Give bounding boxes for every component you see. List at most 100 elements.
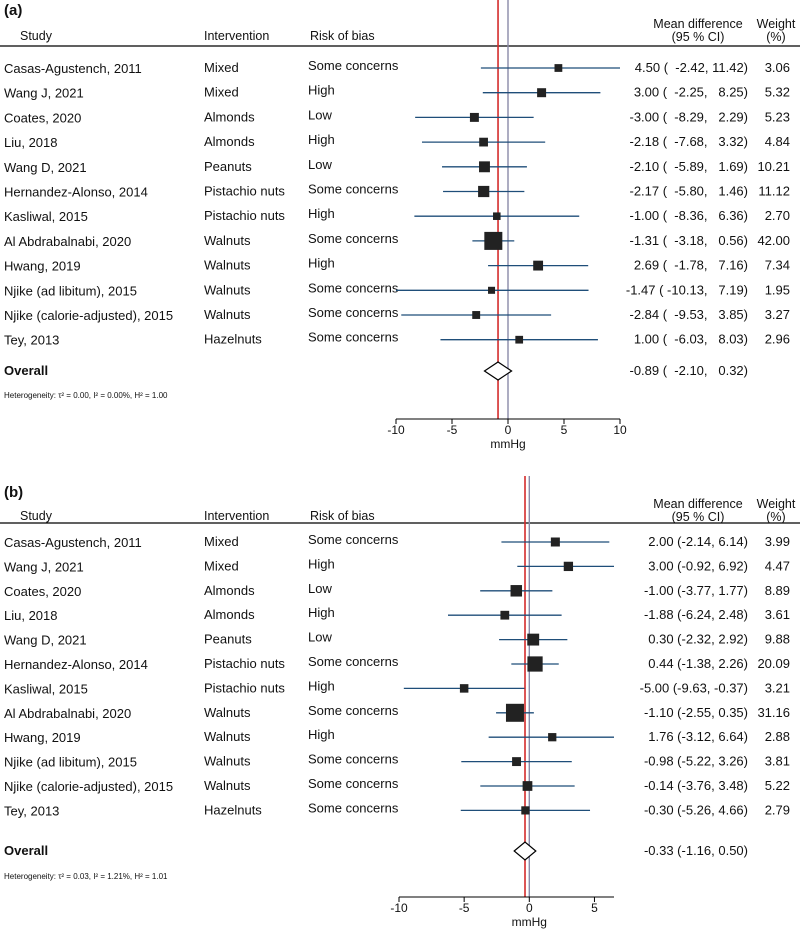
study-weight-text: 42.00 — [757, 233, 790, 248]
forest-plot-a: (a) Study Intervention Risk of bias Mean di… — [0, 0, 800, 460]
study-weight-text: 5.23 — [765, 109, 790, 124]
study-weight-text: 2.88 — [765, 729, 790, 744]
study-name: Njike (calorie-adjusted), 2015 — [4, 779, 173, 794]
study-risk-of-bias: High — [308, 83, 335, 98]
study-risk-of-bias: Some concerns — [308, 654, 399, 669]
study-risk-of-bias: High — [308, 206, 335, 221]
x-tick-label: 10 — [613, 423, 627, 437]
study-intervention: Almonds — [204, 583, 255, 598]
study-intervention: Hazelnuts — [204, 332, 262, 347]
study-risk-of-bias: Low — [308, 157, 332, 172]
study-weight-text: 3.61 — [765, 607, 790, 622]
study-intervention: Mixed — [204, 85, 239, 100]
study-name: Liu, 2018 — [4, 135, 58, 150]
study-ci-text: -1.47 ( -10.13, 7.19) — [626, 282, 748, 297]
study-intervention: Hazelnuts — [204, 802, 262, 817]
x-tick-label: -10 — [387, 423, 405, 437]
study-ci-text: 3.00 (-0.92, 6.92) — [648, 558, 748, 573]
study-risk-of-bias: Some concerns — [308, 58, 399, 73]
overall-label: Overall — [4, 363, 48, 378]
study-intervention: Walnuts — [204, 729, 251, 744]
overall-label: Overall — [4, 843, 48, 858]
study-ci-text: -1.31 ( -3.18, 0.56) — [629, 233, 748, 248]
study-intervention: Peanuts — [204, 632, 252, 647]
study-intervention: Peanuts — [204, 159, 252, 174]
study-effect-marker — [521, 806, 530, 815]
study-risk-of-bias: High — [308, 605, 335, 620]
header-intervention: Intervention — [204, 29, 269, 43]
x-tick-label: -10 — [390, 901, 408, 915]
study-intervention: Walnuts — [204, 233, 251, 248]
study-risk-of-bias: Some concerns — [308, 776, 399, 791]
study-weight-text: 3.99 — [765, 534, 790, 549]
header-weight: Weight — [757, 497, 796, 511]
forest-plot-a-svg: Study Intervention Risk of bias Mean differ… — [0, 0, 800, 451]
study-intervention: Walnuts — [204, 282, 251, 297]
header-ci: (95 % CI) — [672, 510, 725, 524]
forest-plot-b: (b) Study Intervention Risk of bias Mean di… — [0, 476, 800, 936]
study-name: Hwang, 2019 — [4, 259, 81, 274]
study-weight-text: 4.84 — [765, 134, 790, 149]
study-weight-text: 7.34 — [765, 258, 790, 273]
study-risk-of-bias: Some concerns — [308, 800, 399, 815]
study-name: Wang D, 2021 — [4, 633, 87, 648]
study-ci-text: 1.76 (-3.12, 6.64) — [648, 729, 748, 744]
study-name: Tey, 2013 — [4, 333, 59, 348]
study-ci-text: -1.00 ( -8.36, 6.36) — [629, 208, 748, 223]
study-ci-text: -2.10 ( -5.89, 1.69) — [629, 159, 748, 174]
study-risk-of-bias: Some concerns — [308, 532, 399, 547]
study-risk-of-bias: Some concerns — [308, 752, 399, 767]
study-name: Njike (ad libitum), 2015 — [4, 755, 137, 770]
study-risk-of-bias: Some concerns — [308, 280, 399, 295]
overall-diamond — [483, 361, 513, 381]
study-effect-marker — [527, 633, 540, 646]
study-weight-text: 1.95 — [765, 282, 790, 297]
study-ci-text: 2.69 ( -1.78, 7.16) — [634, 258, 748, 273]
study-intervention: Pistachio nuts — [204, 656, 285, 671]
x-tick-label: 5 — [561, 423, 568, 437]
header-weight: Weight — [757, 17, 796, 31]
study-weight-text: 10.21 — [757, 159, 790, 174]
study-name: Casas-Agustench, 2011 — [4, 535, 142, 550]
study-effect-marker — [479, 137, 488, 147]
study-ci-text: -0.30 (-5.26, 4.66) — [644, 802, 748, 817]
study-ci-text: -0.14 (-3.76, 3.48) — [644, 778, 748, 793]
study-weight-text: 5.22 — [765, 778, 790, 793]
header-intervention: Intervention — [204, 509, 269, 523]
study-name: Casas-Agustench, 2011 — [4, 61, 142, 76]
study-ci-text: 4.50 ( -2.42, 11.42) — [635, 60, 748, 75]
study-effect-marker — [478, 185, 490, 198]
study-effect-marker — [472, 311, 481, 319]
study-intervention: Walnuts — [204, 307, 251, 322]
study-intervention: Walnuts — [204, 258, 251, 273]
study-effect-marker — [459, 684, 469, 693]
study-effect-marker — [563, 561, 574, 572]
study-name: Al Abdrabalnabi, 2020 — [4, 706, 131, 721]
study-effect-marker — [484, 231, 503, 250]
study-name: Njike (calorie-adjusted), 2015 — [4, 308, 173, 323]
study-risk-of-bias: High — [308, 132, 335, 147]
study-weight-text: 20.09 — [757, 656, 790, 671]
study-risk-of-bias: High — [308, 727, 335, 742]
study-effect-marker — [522, 781, 533, 791]
header-ci: (95 % CI) — [672, 30, 725, 44]
x-tick-label: 0 — [505, 423, 512, 437]
forest-plot-b-svg: Study Intervention Risk of bias Mean differ… — [0, 476, 800, 929]
study-name: Coates, 2020 — [4, 584, 81, 599]
x-tick-label: 5 — [591, 901, 598, 915]
study-effect-marker — [493, 212, 501, 220]
study-weight-text: 2.96 — [765, 332, 790, 347]
study-risk-of-bias: Low — [308, 630, 332, 645]
study-risk-of-bias: High — [308, 556, 335, 571]
header-risk-of-bias: Risk of bias — [310, 509, 375, 523]
study-effect-marker — [512, 757, 521, 767]
header-study: Study — [20, 29, 53, 43]
header-weight-pct: (%) — [766, 510, 785, 524]
header-mean-difference: Mean difference — [653, 17, 742, 31]
study-weight-text: 4.47 — [765, 558, 790, 573]
study-effect-marker — [469, 112, 479, 122]
study-ci-text: 1.00 ( -6.03, 8.03) — [634, 332, 748, 347]
study-risk-of-bias: Some concerns — [308, 182, 399, 197]
x-tick-label: -5 — [459, 901, 470, 915]
heterogeneity-text: Heterogeneity: τ² = 0.03, I² = 1.21%, H²… — [4, 872, 168, 881]
